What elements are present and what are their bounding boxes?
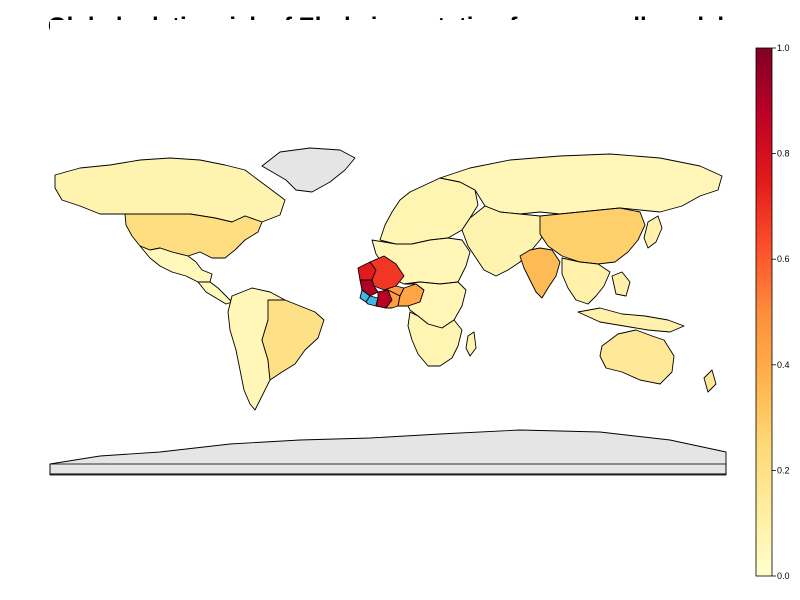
region-southeast-asia [561,257,611,305]
region-southern-africa [407,311,463,367]
country-japan [643,215,663,249]
country-liberia [365,295,379,307]
world-map [49,20,727,476]
map-bottom-frame [49,463,727,476]
country-australia [599,329,675,385]
country-mexico [139,245,213,283]
colorbar-legend: 0.0 0.2 0.4 0.6 0.8 1.0 [755,43,790,581]
country-new-zealand [703,369,717,393]
colorbar [755,47,773,577]
region-indonesia [577,307,685,333]
region-middle-east [461,205,549,277]
colorbar-ticks: 0.0 0.2 0.4 0.6 0.8 1.0 [772,43,790,581]
colorbar-tick-label: 1.0 [777,43,790,53]
colorbar-tick-label: 0.6 [777,254,790,264]
colorbar-tick-label: 0.0 [777,571,790,581]
country-madagascar [465,331,477,357]
colorbar-tick-label: 0.8 [777,149,790,159]
country-china [539,207,646,265]
country-india [519,247,561,299]
country-brazil [261,299,325,381]
colorbar-tick-label: 0.4 [777,360,790,370]
country-greenland [261,147,356,193]
region-philippines [611,271,631,297]
colorbar-tick-label: 0.2 [777,465,790,475]
